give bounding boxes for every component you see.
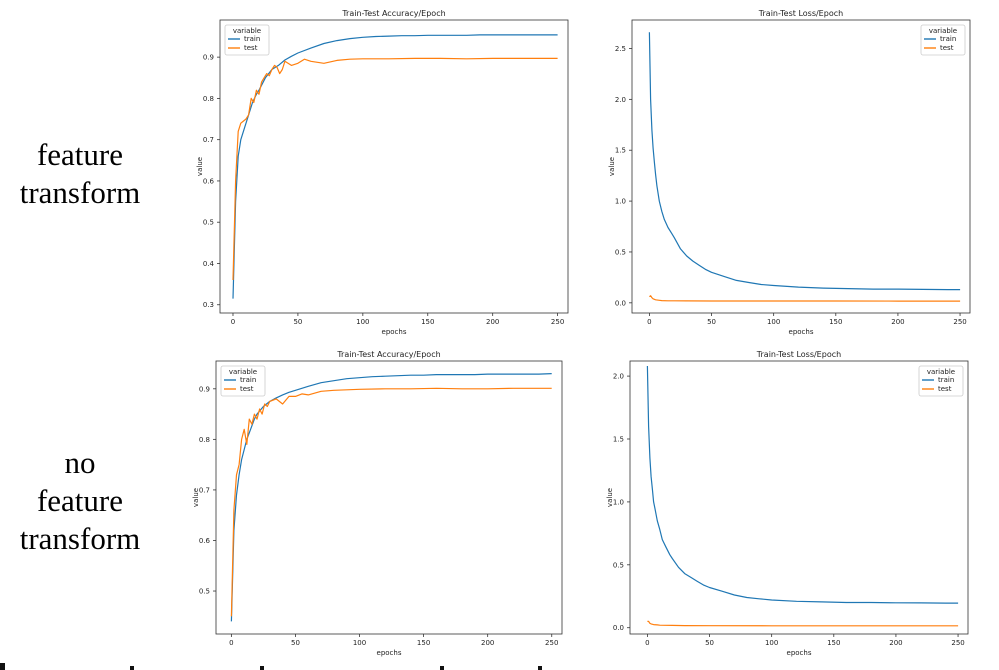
- y-tick-label: 0.5: [613, 561, 624, 569]
- legend-entry-test: test: [244, 44, 258, 52]
- x-tick-label: 50: [293, 318, 302, 326]
- y-tick-label: 0.8: [199, 436, 210, 444]
- plot-frame: [629, 360, 969, 635]
- plot-frame: [631, 19, 971, 314]
- row-label-feature-transform: feature transform: [0, 136, 160, 212]
- row-label-no-feature-transform: no feature transform: [0, 444, 160, 558]
- x-tick-label: 200: [486, 318, 499, 326]
- x-tick-label: 150: [421, 318, 434, 326]
- series-line-test: [647, 620, 959, 627]
- x-tick-label: 250: [551, 318, 564, 326]
- x-tick-label: 100: [353, 639, 366, 647]
- row-label-line: transform: [19, 521, 141, 556]
- legend-entry-train: train: [938, 376, 954, 384]
- y-tick-label: 0.4: [203, 260, 215, 268]
- y-tick-label: 2.0: [613, 373, 624, 381]
- series-line-train: [232, 34, 558, 299]
- accuracy-chart-no-feature-transform: Train-Test Accuracy/Epoch 0 50 100 150 200 250…: [192, 350, 563, 657]
- x-tick-label: 100: [356, 318, 369, 326]
- y-tick-label: 0.9: [199, 385, 210, 393]
- y-tick-label: 0.9: [203, 54, 214, 62]
- chart-title: Train-Test Accuracy/Epoch: [336, 350, 440, 359]
- row-label-line: no: [64, 445, 96, 480]
- y-axis-label: value: [192, 488, 200, 507]
- x-tick-label: 0: [645, 639, 649, 647]
- y-tick-label: 1.5: [615, 147, 626, 155]
- accuracy-chart-feature-transform: Train-Test Accuracy/Epoch 0 50 100 150 200 250…: [196, 9, 569, 336]
- x-tick-label: 150: [829, 318, 842, 326]
- legend-title: variable: [233, 27, 261, 35]
- x-axis-label: epochs: [382, 328, 407, 336]
- y-axis-label: value: [606, 488, 614, 507]
- x-tick-label: 250: [545, 639, 558, 647]
- loss-chart-no-feature-transform: Train-Test Loss/Epoch 0 50 100 150 200 250 0.0 0…: [606, 350, 969, 657]
- x-tick-label: 250: [951, 639, 964, 647]
- x-tick-label: 50: [705, 639, 714, 647]
- chart-title: Train-Test Loss/Epoch: [756, 350, 841, 359]
- x-tick-label: 0: [647, 318, 651, 326]
- y-tick-label: 1.5: [613, 436, 624, 444]
- y-tick-label: 0.0: [613, 624, 624, 632]
- series-line-train: [230, 373, 552, 622]
- y-tick-label: 0.6: [199, 537, 211, 545]
- x-tick-label: 200: [481, 639, 494, 647]
- x-tick-label: 250: [953, 318, 966, 326]
- y-tick-label: 0.5: [615, 248, 626, 256]
- cropped-bottom-edge: [0, 663, 542, 670]
- y-tick-label: 1.0: [613, 498, 624, 506]
- y-tick-label: 2.0: [615, 96, 626, 104]
- y-axis-label: value: [608, 157, 616, 176]
- series-line-test: [649, 295, 961, 302]
- x-axis-label: epochs: [377, 649, 402, 657]
- x-tick-label: 150: [827, 639, 840, 647]
- legend-title: variable: [929, 27, 957, 35]
- x-tick-label: 50: [291, 639, 300, 647]
- loss-chart-feature-transform: Train-Test Loss/Epoch 0 50 100 150 200 250 0.0 0…: [608, 9, 971, 336]
- row-label-line: feature: [36, 483, 124, 518]
- x-tick-label: 200: [891, 318, 904, 326]
- x-tick-label: 100: [767, 318, 780, 326]
- legend-entry-train: train: [240, 376, 256, 384]
- legend-title: variable: [229, 368, 257, 376]
- legend-entry-test: test: [938, 385, 952, 393]
- legend-title: variable: [927, 368, 955, 376]
- row-label-line: feature: [36, 137, 124, 172]
- series-line-train: [646, 365, 959, 604]
- x-tick-label: 50: [707, 318, 716, 326]
- x-tick-label: 0: [229, 639, 233, 647]
- series-line-test: [230, 387, 552, 617]
- legend-entry-train: train: [940, 35, 956, 43]
- y-tick-label: 0.3: [203, 301, 214, 309]
- x-tick-label: 100: [765, 639, 778, 647]
- legend-entry-test: test: [240, 385, 254, 393]
- x-tick-label: 200: [889, 639, 902, 647]
- series-line-train: [648, 32, 961, 291]
- y-tick-label: 0.5: [199, 588, 210, 596]
- chart-title: Train-Test Loss/Epoch: [758, 9, 843, 18]
- y-tick-label: 0.6: [203, 177, 215, 185]
- y-axis-label: value: [196, 157, 204, 176]
- legend-entry-train: train: [244, 35, 260, 43]
- y-tick-label: 0.8: [203, 95, 214, 103]
- y-tick-label: 2.5: [615, 45, 626, 53]
- legend-entry-test: test: [940, 44, 954, 52]
- plot-frame: [215, 360, 563, 635]
- y-tick-label: 0.0: [615, 299, 626, 307]
- chart-title: Train-Test Accuracy/Epoch: [341, 9, 445, 18]
- y-tick-label: 0.7: [199, 486, 210, 494]
- x-axis-label: epochs: [789, 328, 814, 336]
- y-tick-label: 0.5: [203, 219, 214, 227]
- x-tick-label: 0: [231, 318, 235, 326]
- x-tick-label: 150: [417, 639, 430, 647]
- series-line-test: [232, 57, 558, 281]
- plot-frame: [219, 19, 569, 314]
- y-tick-label: 0.7: [203, 136, 214, 144]
- x-axis-label: epochs: [787, 649, 812, 657]
- row-label-line: transform: [19, 175, 141, 210]
- y-tick-label: 1.0: [615, 198, 626, 206]
